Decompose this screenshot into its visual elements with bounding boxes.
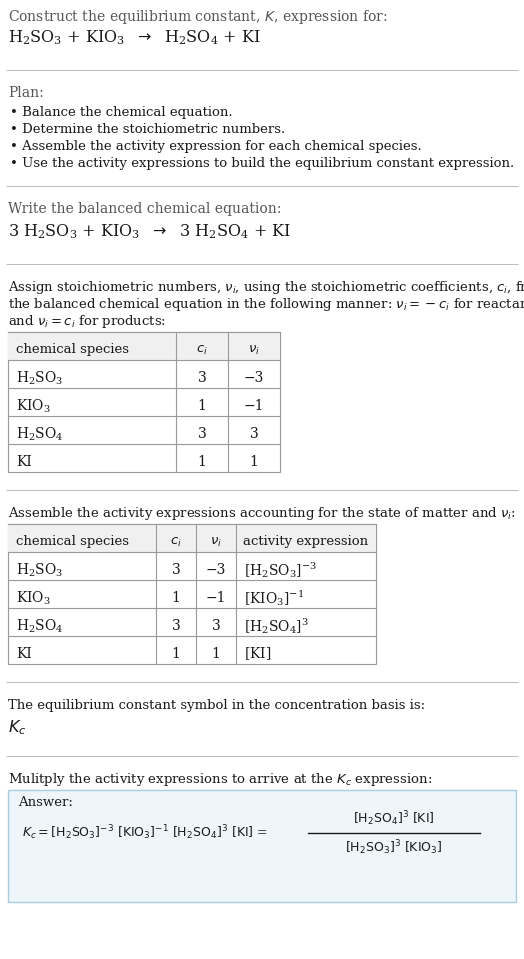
Text: 1: 1 xyxy=(198,455,206,469)
Text: $\mathregular{[KI]}$: $\mathregular{[KI]}$ xyxy=(244,645,271,663)
Text: 1: 1 xyxy=(212,647,221,661)
Text: chemical species: chemical species xyxy=(16,343,129,357)
Text: $\nu_i$: $\nu_i$ xyxy=(248,343,260,357)
Text: 3: 3 xyxy=(172,563,180,577)
Text: Plan:: Plan: xyxy=(8,86,43,100)
Text: $c_i$: $c_i$ xyxy=(196,343,208,357)
Text: Assemble the activity expressions accounting for the state of matter and $\nu_i$: Assemble the activity expressions accoun… xyxy=(8,505,516,522)
Text: $\mathregular{H_2SO_4}$: $\mathregular{H_2SO_4}$ xyxy=(16,425,63,443)
Text: • Balance the chemical equation.: • Balance the chemical equation. xyxy=(10,106,233,119)
Text: 1: 1 xyxy=(198,399,206,413)
Text: $\mathrm{[H_2SO_3]^3\ [KIO_3]}$: $\mathrm{[H_2SO_3]^3\ [KIO_3]}$ xyxy=(345,839,443,857)
Text: 3: 3 xyxy=(249,427,258,441)
Bar xyxy=(8,332,280,360)
Text: 3: 3 xyxy=(212,619,221,633)
Text: KI: KI xyxy=(16,455,32,469)
Text: $\mathregular{[H_2SO_3]^{-3}}$: $\mathregular{[H_2SO_3]^{-3}}$ xyxy=(244,560,317,580)
Bar xyxy=(8,790,516,902)
Bar xyxy=(8,524,376,552)
Text: Write the balanced chemical equation:: Write the balanced chemical equation: xyxy=(8,202,281,216)
Text: • Assemble the activity expression for each chemical species.: • Assemble the activity expression for e… xyxy=(10,140,422,153)
Bar xyxy=(8,332,280,472)
Text: The equilibrium constant symbol in the concentration basis is:: The equilibrium constant symbol in the c… xyxy=(8,699,425,712)
Text: 3 $\mathregular{H_2SO_3}$ + $\mathregular{KIO_3}$  $\rightarrow$  3 $\mathregula: 3 $\mathregular{H_2SO_3}$ + $\mathregula… xyxy=(8,222,291,241)
Text: • Use the activity expressions to build the equilibrium constant expression.: • Use the activity expressions to build … xyxy=(10,157,514,170)
Text: 3: 3 xyxy=(198,371,206,385)
Text: $\mathregular{KIO_3}$: $\mathregular{KIO_3}$ xyxy=(16,397,51,414)
Text: Mulitply the activity expressions to arrive at the $K_c$ expression:: Mulitply the activity expressions to arr… xyxy=(8,771,432,788)
Text: $\mathregular{H_2SO_3}$: $\mathregular{H_2SO_3}$ xyxy=(16,369,63,386)
Text: −1: −1 xyxy=(244,399,264,413)
Text: $\nu_i$: $\nu_i$ xyxy=(210,535,222,549)
Text: −3: −3 xyxy=(244,371,264,385)
Text: 1: 1 xyxy=(249,455,258,469)
Text: 1: 1 xyxy=(171,591,180,605)
Bar xyxy=(8,524,376,664)
Text: $K_c = \mathrm{[H_2SO_3]^{-3}\ [KIO_3]^{-1}\ [H_2SO_4]^3\ [KI]}$ =: $K_c = \mathrm{[H_2SO_3]^{-3}\ [KIO_3]^{… xyxy=(22,824,268,842)
Text: 3: 3 xyxy=(172,619,180,633)
Text: $\mathregular{KIO_3}$: $\mathregular{KIO_3}$ xyxy=(16,589,51,607)
Text: $\mathregular{H_2SO_3}$ + $\mathregular{KIO_3}$  $\rightarrow$  $\mathregular{H_: $\mathregular{H_2SO_3}$ + $\mathregular{… xyxy=(8,28,261,47)
Text: −3: −3 xyxy=(206,563,226,577)
Text: 3: 3 xyxy=(198,427,206,441)
Text: $\mathregular{H_2SO_3}$: $\mathregular{H_2SO_3}$ xyxy=(16,561,63,578)
Text: • Determine the stoichiometric numbers.: • Determine the stoichiometric numbers. xyxy=(10,123,285,136)
Text: Construct the equilibrium constant, $K$, expression for:: Construct the equilibrium constant, $K$,… xyxy=(8,8,388,26)
Text: $\mathregular{H_2SO_4}$: $\mathregular{H_2SO_4}$ xyxy=(16,618,63,635)
Text: 1: 1 xyxy=(171,647,180,661)
Text: $K_c$: $K_c$ xyxy=(8,718,26,737)
Text: −1: −1 xyxy=(206,591,226,605)
Text: $c_i$: $c_i$ xyxy=(170,535,182,549)
Text: KI: KI xyxy=(16,647,32,661)
Text: Answer:: Answer: xyxy=(18,796,73,809)
Text: $\mathrm{[H_2SO_4]^3\ [KI]}$: $\mathrm{[H_2SO_4]^3\ [KI]}$ xyxy=(353,809,435,829)
Text: and $\nu_i = c_i$ for products:: and $\nu_i = c_i$ for products: xyxy=(8,313,166,330)
Text: $\mathregular{[KIO_3]^{-1}}$: $\mathregular{[KIO_3]^{-1}}$ xyxy=(244,588,304,608)
Text: activity expression: activity expression xyxy=(244,535,368,549)
Text: chemical species: chemical species xyxy=(16,535,129,549)
Text: Assign stoichiometric numbers, $\nu_i$, using the stoichiometric coefficients, $: Assign stoichiometric numbers, $\nu_i$, … xyxy=(8,279,524,296)
Text: the balanced chemical equation in the following manner: $\nu_i = -c_i$ for react: the balanced chemical equation in the fo… xyxy=(8,296,524,313)
Text: $\mathregular{[H_2SO_4]^3}$: $\mathregular{[H_2SO_4]^3}$ xyxy=(244,616,309,636)
